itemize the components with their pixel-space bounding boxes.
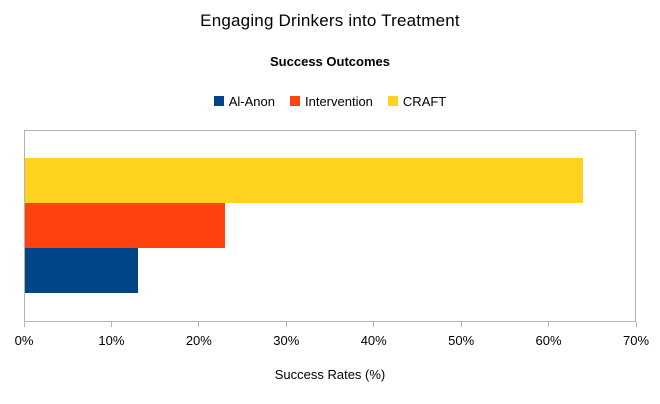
x-tick <box>373 322 375 327</box>
legend-label: Intervention <box>304 93 373 109</box>
x-tick <box>635 322 637 327</box>
x-tick-label: 20% <box>185 333 212 348</box>
x-tick <box>198 322 200 327</box>
x-tick <box>110 322 112 327</box>
x-tick <box>285 322 287 327</box>
x-tick-label: 0% <box>14 333 34 348</box>
bar-group <box>25 158 635 293</box>
legend-label: CRAFT <box>402 93 447 109</box>
legend-swatch-al-anon <box>213 96 224 106</box>
legend-item-intervention: Intervention <box>289 93 373 109</box>
x-tick <box>460 322 462 327</box>
legend-item-al-anon: Al-Anon <box>213 93 275 109</box>
chart-title: Engaging Drinkers into Treatment <box>200 11 460 30</box>
x-axis-label: Success Rates (%) <box>274 367 386 382</box>
plot-area <box>24 130 636 322</box>
x-tick-label: 60% <box>535 333 562 348</box>
bar-intervention <box>25 203 226 248</box>
x-tick <box>23 322 25 327</box>
bar-craft <box>25 158 583 203</box>
x-tick-label: 70% <box>622 333 650 348</box>
legend-swatch-craft <box>387 96 398 106</box>
x-tick <box>548 322 550 327</box>
chart-subtitle: Success Outcomes <box>270 54 390 69</box>
x-tick-label: 30% <box>273 333 300 348</box>
legend-label: Al-Anon <box>228 93 275 109</box>
bar-al-anon <box>25 248 139 293</box>
x-tick-label: 10% <box>98 333 125 348</box>
x-tick-label: 50% <box>448 333 475 348</box>
legend-swatch-intervention <box>289 96 300 106</box>
legend: Al-Anon Intervention CRAFT <box>0 93 660 109</box>
x-tick-label: 40% <box>360 333 387 348</box>
legend-item-craft: CRAFT <box>387 93 447 109</box>
x-axis: 0% 10% 20% 30% 40% 50% 60% 70% <box>15 321 649 351</box>
